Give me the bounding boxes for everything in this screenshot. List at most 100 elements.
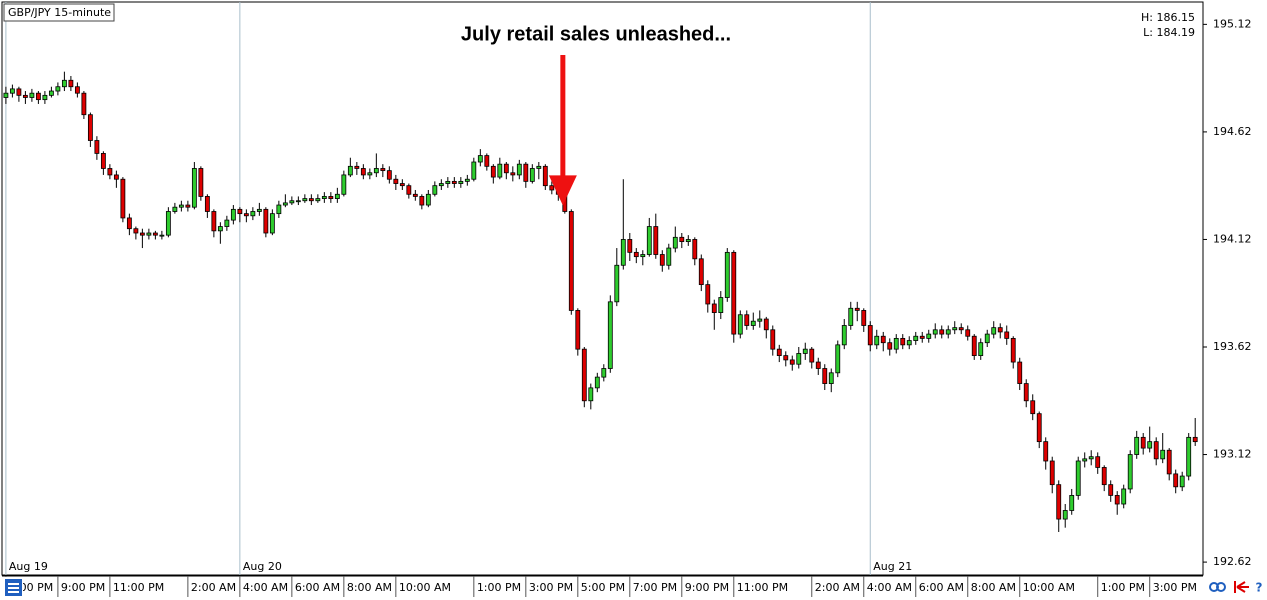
candle-body xyxy=(1010,337,1016,363)
candle-body xyxy=(1069,495,1075,511)
candle-body xyxy=(295,200,301,203)
candle-body xyxy=(900,337,906,346)
back-icon[interactable] xyxy=(1234,581,1249,593)
candle-body xyxy=(126,217,132,230)
candle-body xyxy=(666,247,672,266)
candle-body xyxy=(146,232,152,236)
candle-body xyxy=(178,204,184,208)
candle-body xyxy=(302,198,308,202)
annotation-arrow xyxy=(548,55,577,206)
candle-body xyxy=(354,165,360,169)
help-icon[interactable]: ? xyxy=(1256,581,1263,595)
candle-body xyxy=(581,348,587,402)
y-tick-label: 193.62 xyxy=(1213,340,1252,353)
candle-body xyxy=(503,163,509,174)
candle-body xyxy=(367,172,373,176)
candle-body xyxy=(978,342,984,357)
candle-body xyxy=(68,79,74,88)
candle-body xyxy=(438,183,444,187)
high-label: H: 186.15 xyxy=(1141,11,1195,24)
candle-body xyxy=(679,236,685,243)
candle-body xyxy=(360,168,366,176)
candle-body xyxy=(861,310,867,326)
candle-body xyxy=(1101,467,1107,486)
candle-body xyxy=(659,254,665,266)
candle-body xyxy=(1186,436,1192,477)
y-tick-label: 192.62 xyxy=(1213,555,1252,568)
candle-body xyxy=(939,329,945,335)
candle-body xyxy=(991,327,997,335)
toolbar-left[interactable] xyxy=(3,577,23,598)
candle-body xyxy=(685,239,691,243)
candle-body xyxy=(276,204,282,215)
candle-body xyxy=(919,335,925,339)
candle-body xyxy=(419,196,425,206)
candle-body xyxy=(315,198,321,202)
candle-body xyxy=(1030,400,1036,415)
candle-body xyxy=(705,284,711,305)
candle-body xyxy=(633,251,639,258)
candle-body xyxy=(1036,413,1042,443)
candle-body xyxy=(510,172,516,176)
candle-body xyxy=(848,307,854,326)
candle-body xyxy=(958,327,964,331)
low-label: L: 184.19 xyxy=(1143,26,1195,39)
candle-body xyxy=(22,94,28,98)
candle-body xyxy=(906,340,912,346)
toolbar-right: ? xyxy=(1205,577,1267,600)
candle-body xyxy=(484,155,490,167)
candles xyxy=(3,71,1198,532)
candle-body xyxy=(74,86,80,94)
candle-body xyxy=(107,168,113,176)
candle-body xyxy=(783,355,789,361)
candle-body xyxy=(471,161,477,180)
candle-body xyxy=(841,325,847,346)
candle-body xyxy=(789,359,795,365)
candle-body xyxy=(243,213,249,217)
candle-body xyxy=(744,314,750,326)
candle-body xyxy=(809,348,815,363)
x-tick-label: 5:00 PM xyxy=(581,581,625,594)
candle-body xyxy=(399,183,405,187)
candle-body xyxy=(601,368,607,378)
x-tick-label: 3:00 PM xyxy=(529,581,573,594)
candle-body xyxy=(425,193,431,206)
candle-body xyxy=(893,337,899,350)
candle-body xyxy=(198,168,204,197)
candle-body xyxy=(776,348,782,357)
candle-body xyxy=(588,387,594,402)
x-tick-label: 6:00 AM xyxy=(919,581,964,594)
candle-body xyxy=(653,226,659,255)
candle-body xyxy=(542,165,548,187)
candle-body xyxy=(737,314,743,335)
link-icon[interactable] xyxy=(1216,582,1226,592)
x-tick-label: 10:00 AM xyxy=(399,581,451,594)
candle-body xyxy=(237,208,243,215)
candle-body xyxy=(1095,456,1101,468)
y-tick-label: 193.12 xyxy=(1213,448,1252,461)
candle-body xyxy=(692,239,698,260)
candle-body xyxy=(347,165,353,176)
candle-body xyxy=(263,208,269,234)
candle-body xyxy=(1062,510,1068,520)
y-tick-label: 194.62 xyxy=(1213,125,1252,138)
candle-body xyxy=(16,88,22,96)
candle-body xyxy=(432,185,438,195)
candle-body xyxy=(640,254,646,258)
candle-body xyxy=(1108,484,1114,496)
candle-body xyxy=(750,320,756,326)
candle-body xyxy=(1121,488,1127,505)
day-separators: Aug 19 Aug 20 Aug 21 xyxy=(5,2,912,575)
candle-body xyxy=(620,239,626,266)
candle-body xyxy=(321,196,327,199)
candle-body xyxy=(289,200,295,204)
candle-body xyxy=(536,165,542,169)
candle-body xyxy=(61,79,67,88)
candle-body xyxy=(1017,361,1023,384)
candle-body xyxy=(464,178,470,182)
candle-body xyxy=(770,329,776,350)
candle-body xyxy=(1160,449,1166,460)
candle-body xyxy=(490,165,496,178)
candle-body xyxy=(159,234,165,237)
candle-body xyxy=(81,92,87,116)
